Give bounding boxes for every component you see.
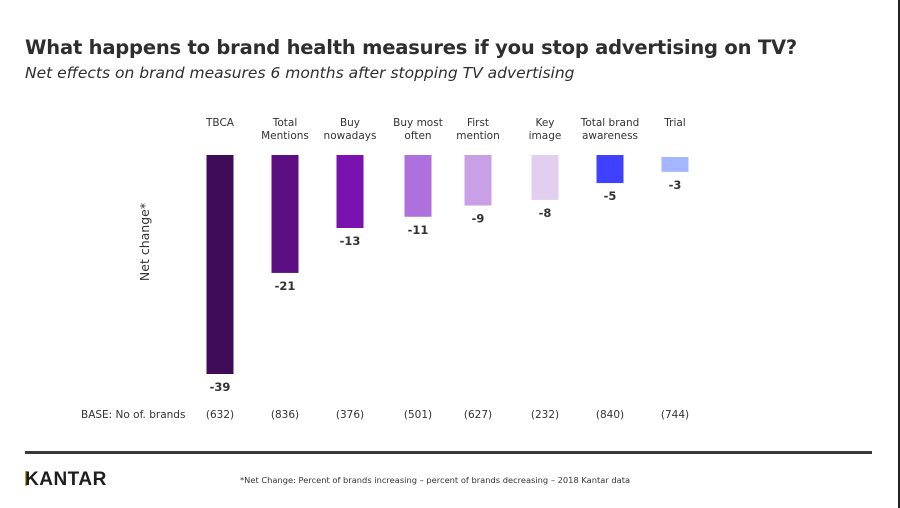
value-label: -11 <box>408 223 429 237</box>
category-label: Buy most often <box>393 117 443 142</box>
y-axis-label: Net change* <box>137 203 152 281</box>
category-labels: TBCA Total Mentions Buy nowadays Buy most ofte… <box>205 117 686 142</box>
category-label: Total brand awareness <box>580 117 640 142</box>
bars <box>206 155 689 374</box>
base-label: BASE: No of. brands <box>81 409 185 421</box>
category-label-line: Trial <box>663 117 685 129</box>
logo-initial: K <box>25 469 40 490</box>
bar <box>661 157 689 172</box>
bar <box>531 155 559 200</box>
category-label: First mention <box>456 117 499 142</box>
bar <box>464 155 492 206</box>
kantar-logo: KANTAR <box>25 469 107 491</box>
category-label-line: nowadays <box>324 130 377 142</box>
category-label-line: image <box>529 130 562 142</box>
bar-chart: Net change* TBCA Total Mentions Buy nowadays… <box>81 117 689 421</box>
value-label: -39 <box>210 380 231 394</box>
category-label-line: Total <box>272 117 298 129</box>
category-label-line: awareness <box>582 130 638 142</box>
page-title: What happens to brand health measures if… <box>25 36 797 59</box>
base-value: (840) <box>596 409 624 421</box>
footnote: *Net Change: Percent of brands increasin… <box>240 475 631 485</box>
base-value: (744) <box>661 409 689 421</box>
category-label-line: Total brand <box>580 117 640 129</box>
bar <box>271 155 299 273</box>
category-label-line: First <box>467 117 489 129</box>
category-label-line: Mentions <box>261 130 309 142</box>
base-value: (836) <box>271 409 299 421</box>
y-axis-label-group: Net change* <box>137 203 152 281</box>
category-label-line: mention <box>456 130 499 142</box>
category-label-line: TBCA <box>205 117 235 129</box>
value-label: -21 <box>275 279 296 293</box>
logo-text: ANTAR <box>39 469 107 490</box>
base-value: (501) <box>404 409 432 421</box>
category-label: TBCA <box>205 117 235 129</box>
value-labels: -39 -21 -13 -11 -9 -8 -5 -3 <box>210 178 682 394</box>
base-value: (232) <box>531 409 559 421</box>
category-label-line: Buy most <box>393 117 443 129</box>
value-label: -9 <box>472 212 485 226</box>
category-label: Total Mentions <box>261 117 309 142</box>
value-label: -13 <box>340 234 361 248</box>
value-label: -5 <box>604 189 617 203</box>
bar <box>206 155 234 374</box>
page-subtitle: Net effects on brand measures 6 months a… <box>25 64 575 82</box>
base-value: (632) <box>206 409 234 421</box>
category-label: Buy nowadays <box>324 117 377 142</box>
value-label: -3 <box>669 178 682 192</box>
bar <box>336 155 364 228</box>
bar <box>596 155 624 184</box>
base-value: (627) <box>464 409 492 421</box>
base-value: (376) <box>336 409 364 421</box>
category-label: Trial <box>663 117 685 129</box>
value-label: -8 <box>539 206 552 220</box>
category-label: Key image <box>529 117 562 142</box>
bar <box>404 155 432 217</box>
category-label-line: Key <box>535 117 554 129</box>
category-label-line: often <box>404 130 431 142</box>
frame-edge <box>898 0 900 508</box>
base-row: (632) (836) (376) (501) (627) (232) (840) (744)… <box>81 409 689 421</box>
footer-divider <box>25 451 872 454</box>
logo-accent <box>25 471 27 486</box>
category-label-line: Buy <box>340 117 360 129</box>
